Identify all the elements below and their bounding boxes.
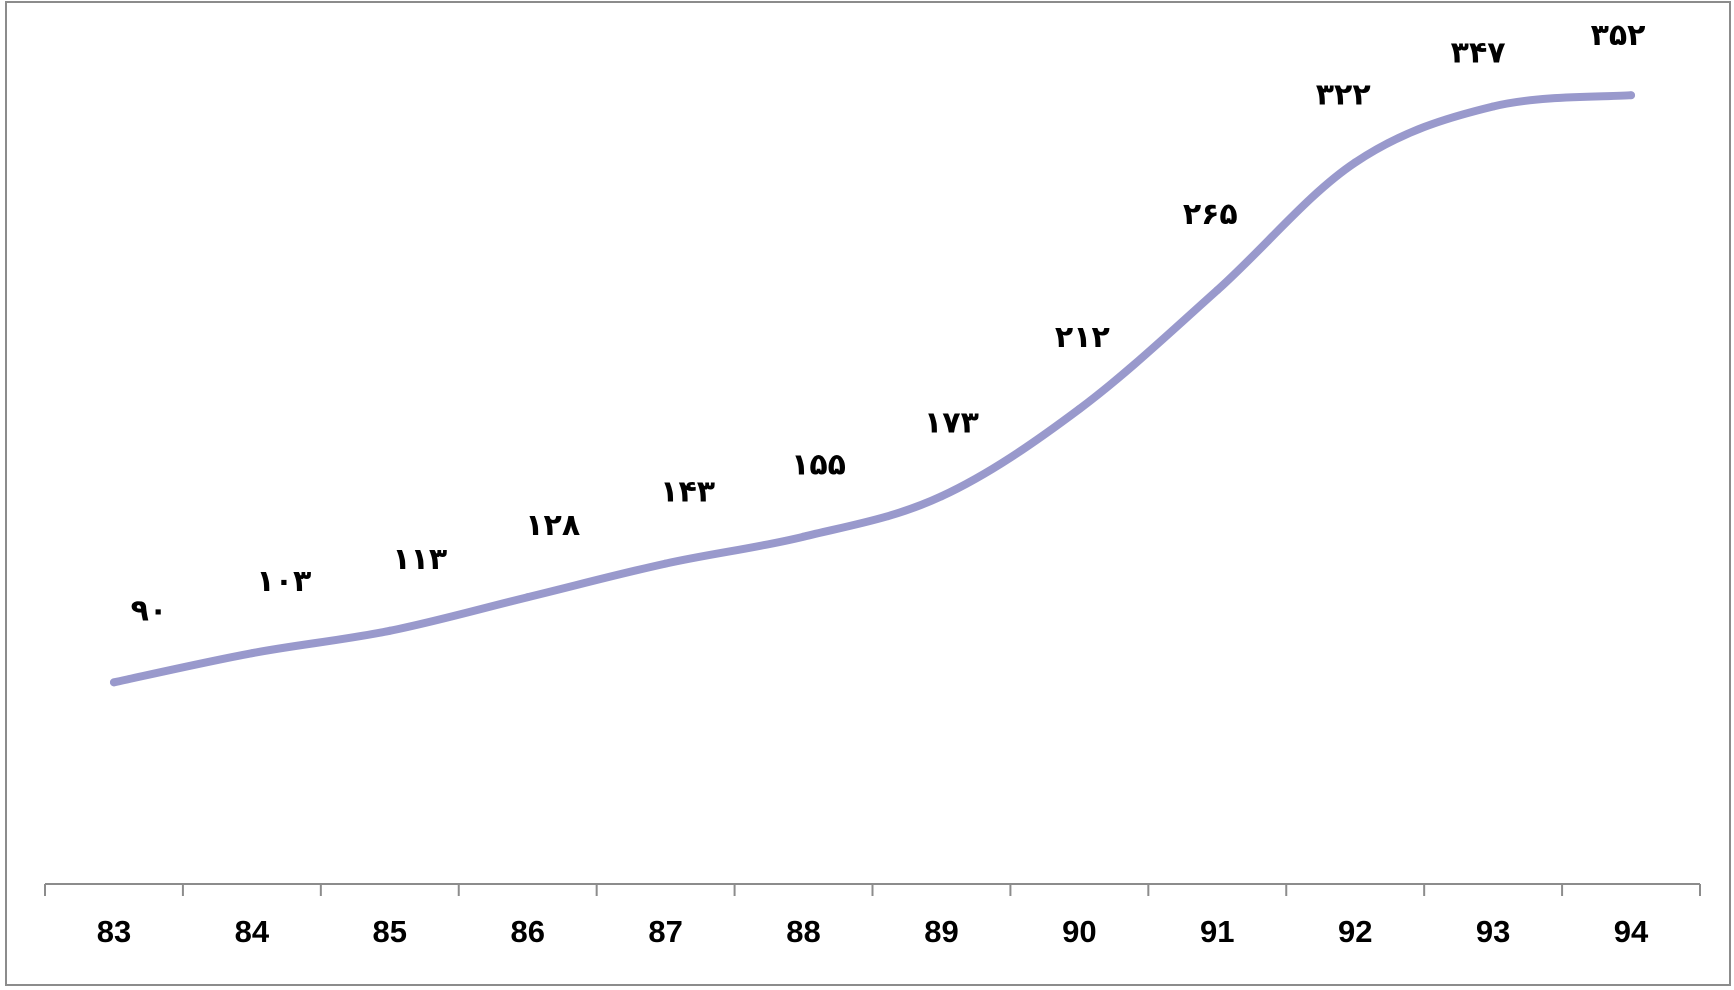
x-tick-label: 91	[1200, 914, 1234, 949]
data-point	[937, 492, 946, 501]
data-point	[1213, 286, 1222, 295]
x-axis: 83 84 85 86 87 88 89 90 91 92 93 94	[44, 883, 1701, 949]
data-label: ۲۶۵	[1183, 197, 1238, 232]
x-tick-label: 92	[1338, 914, 1372, 949]
data-label: ۱۵۵	[791, 448, 846, 483]
x-tick-label: 94	[1614, 914, 1649, 949]
chart-border	[5, 1, 1731, 986]
data-point	[1489, 102, 1498, 111]
data-point	[385, 626, 394, 635]
data-label: ۱۲۸	[525, 508, 580, 543]
data-label: ۱۱۳	[392, 542, 447, 577]
x-tick-label: 86	[510, 914, 544, 949]
series-layer	[109, 91, 1636, 687]
x-tick-label: 89	[924, 914, 958, 949]
x-tick-label: 87	[648, 914, 682, 949]
data-label: ۱۰۳	[256, 564, 311, 599]
data-label: ۲۱۲	[1055, 320, 1110, 355]
data-label: ۳۲۲	[1316, 77, 1371, 112]
data-point	[1627, 91, 1636, 100]
data-point	[1075, 404, 1084, 413]
x-tick-label: 85	[373, 914, 407, 949]
data-point	[799, 532, 808, 541]
data-point	[523, 593, 532, 602]
data-point	[661, 559, 670, 568]
data-label: ۱۴۳	[660, 475, 715, 510]
data-point	[1351, 158, 1360, 167]
x-tick-label: 83	[97, 914, 131, 949]
x-tick-label: 93	[1476, 914, 1510, 949]
x-tick-label: 88	[786, 914, 820, 949]
data-label: ۹۰	[131, 593, 168, 628]
data-label: ۳۴۷	[1451, 35, 1506, 70]
x-tick-label: 84	[235, 914, 270, 949]
data-point	[247, 649, 256, 658]
data-label: ۱۷۳	[924, 405, 979, 440]
data-label-layer: ۹۰ ۱۰۳ ۱۱۳ ۱۲۸ ۱۴۳ ۱۵۵ ۱۷۳ ۲۱۲ ۲۶۵ ۳۲۲ ۳۴۷ ۳۵۲	[131, 18, 1646, 628]
x-tick-label: 90	[1062, 914, 1096, 949]
data-label: ۳۵۲	[1591, 18, 1646, 53]
data-point	[109, 678, 118, 687]
